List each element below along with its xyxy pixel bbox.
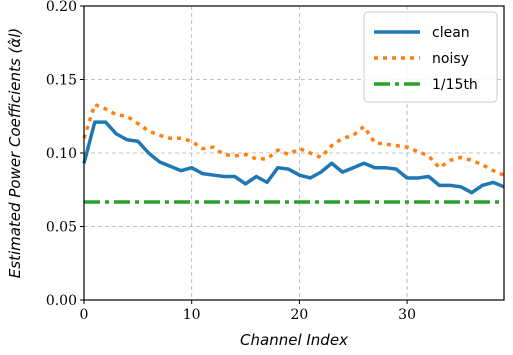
legend-label: 1/15th [432,77,478,93]
y-tick-label: 0.05 [46,220,77,236]
legend: clean noisy 1/15th [363,11,498,103]
legend-items: clean noisy 1/15th [374,25,478,93]
series-line-noisy [82,102,505,177]
y-axis-label: Estimated Power Coefficients (α̂l) [6,28,24,278]
series-line-clean [82,120,505,195]
x-tick-label: 30 [398,307,416,323]
x-tick-label: 0 [80,307,89,323]
legend-box [363,11,498,103]
y-tick-label: 0.10 [46,146,77,162]
legend-label: clean [432,25,470,41]
x-tick-label: 10 [183,307,201,323]
tick-layer: 0 10 20 30 0.00 0.05 0.10 0.15 0.20 [46,0,416,323]
y-tick-label: 0.20 [46,0,77,15]
series-layer [82,102,505,204]
legend-label: noisy [432,51,469,67]
x-tick-label: 20 [290,307,308,323]
y-tick-label: 0.15 [46,73,77,89]
y-tick-label: 0.00 [46,293,77,309]
x-axis-label: Channel Index [240,331,348,349]
